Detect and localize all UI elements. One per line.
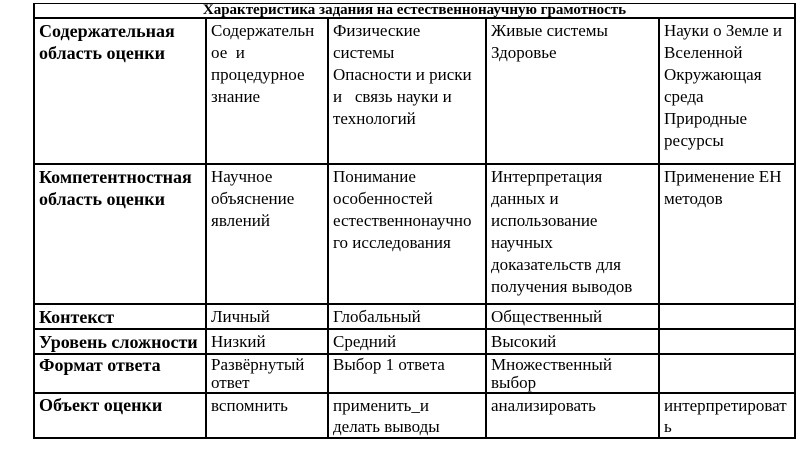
table-cell: Понимание особенностей естественнонаучно… [327,163,487,305]
row-label: Содержательная область оценки [33,17,207,165]
table-cell: Выбор 1 ответа [327,353,487,394]
table-row: Уровень сложности Низкий Средний Высокий [33,328,797,355]
table-cell: Физические системы Опасности и риски и с… [327,17,487,165]
row-label: Компетентностная область оценки [33,163,207,305]
table-cell: применить_и делать выводы [327,392,487,439]
row-label: Уровень сложности [33,328,207,355]
table-cell: Применение ЕН методов [657,163,797,305]
table-row: Формат ответа Развёрнутый ответ Выбор 1 … [33,353,797,394]
table-cell: Науки о Земле и Вселенной Окружающая сре… [657,17,797,165]
table-cell: Низкий [205,328,329,355]
table-cell: Глобальный [327,303,487,330]
table-cell: вспомнить [205,392,329,439]
table-row: Компетентностная область оценки Научное … [33,163,797,305]
table-row: Объект оценки вспомнить применить_и дела… [33,392,797,439]
table-cell: Множественный выбор [485,353,660,394]
task-characteristics-table: Характеристика задания на естественнонау… [32,3,797,439]
table-cell: Развёрнутый ответ [205,353,329,394]
table-cell [657,353,797,394]
table-row: Содержательная область оценки Содержател… [33,17,797,165]
table-cell: Высокий [485,328,660,355]
table-cell: Живые системы Здоровье [485,17,660,165]
table-cell: Общественный [485,303,660,330]
row-label: Формат ответа [33,353,207,394]
table-cell: анализировать [485,392,660,439]
table-title-row: Характеристика задания на естественнонау… [32,3,797,19]
table-cell: Интерпретация данных и использование нау… [485,163,660,305]
table-cell [657,328,797,355]
table-cell: Средний [327,328,487,355]
table-cell: Содержательн ое и процедурное знание [205,17,329,165]
row-label: Контекст [33,303,207,330]
table-cell: интерпретироват ь [657,392,797,439]
table-cell [657,303,797,330]
table-cell: Научное объяснение явлений [205,163,329,305]
table-cell: Личный [205,303,329,330]
row-label: Объект оценки [33,392,207,439]
table-row: Контекст Личный Глобальный Общественный [33,303,797,330]
table-title: Характеристика задания на естественнонау… [32,3,797,19]
